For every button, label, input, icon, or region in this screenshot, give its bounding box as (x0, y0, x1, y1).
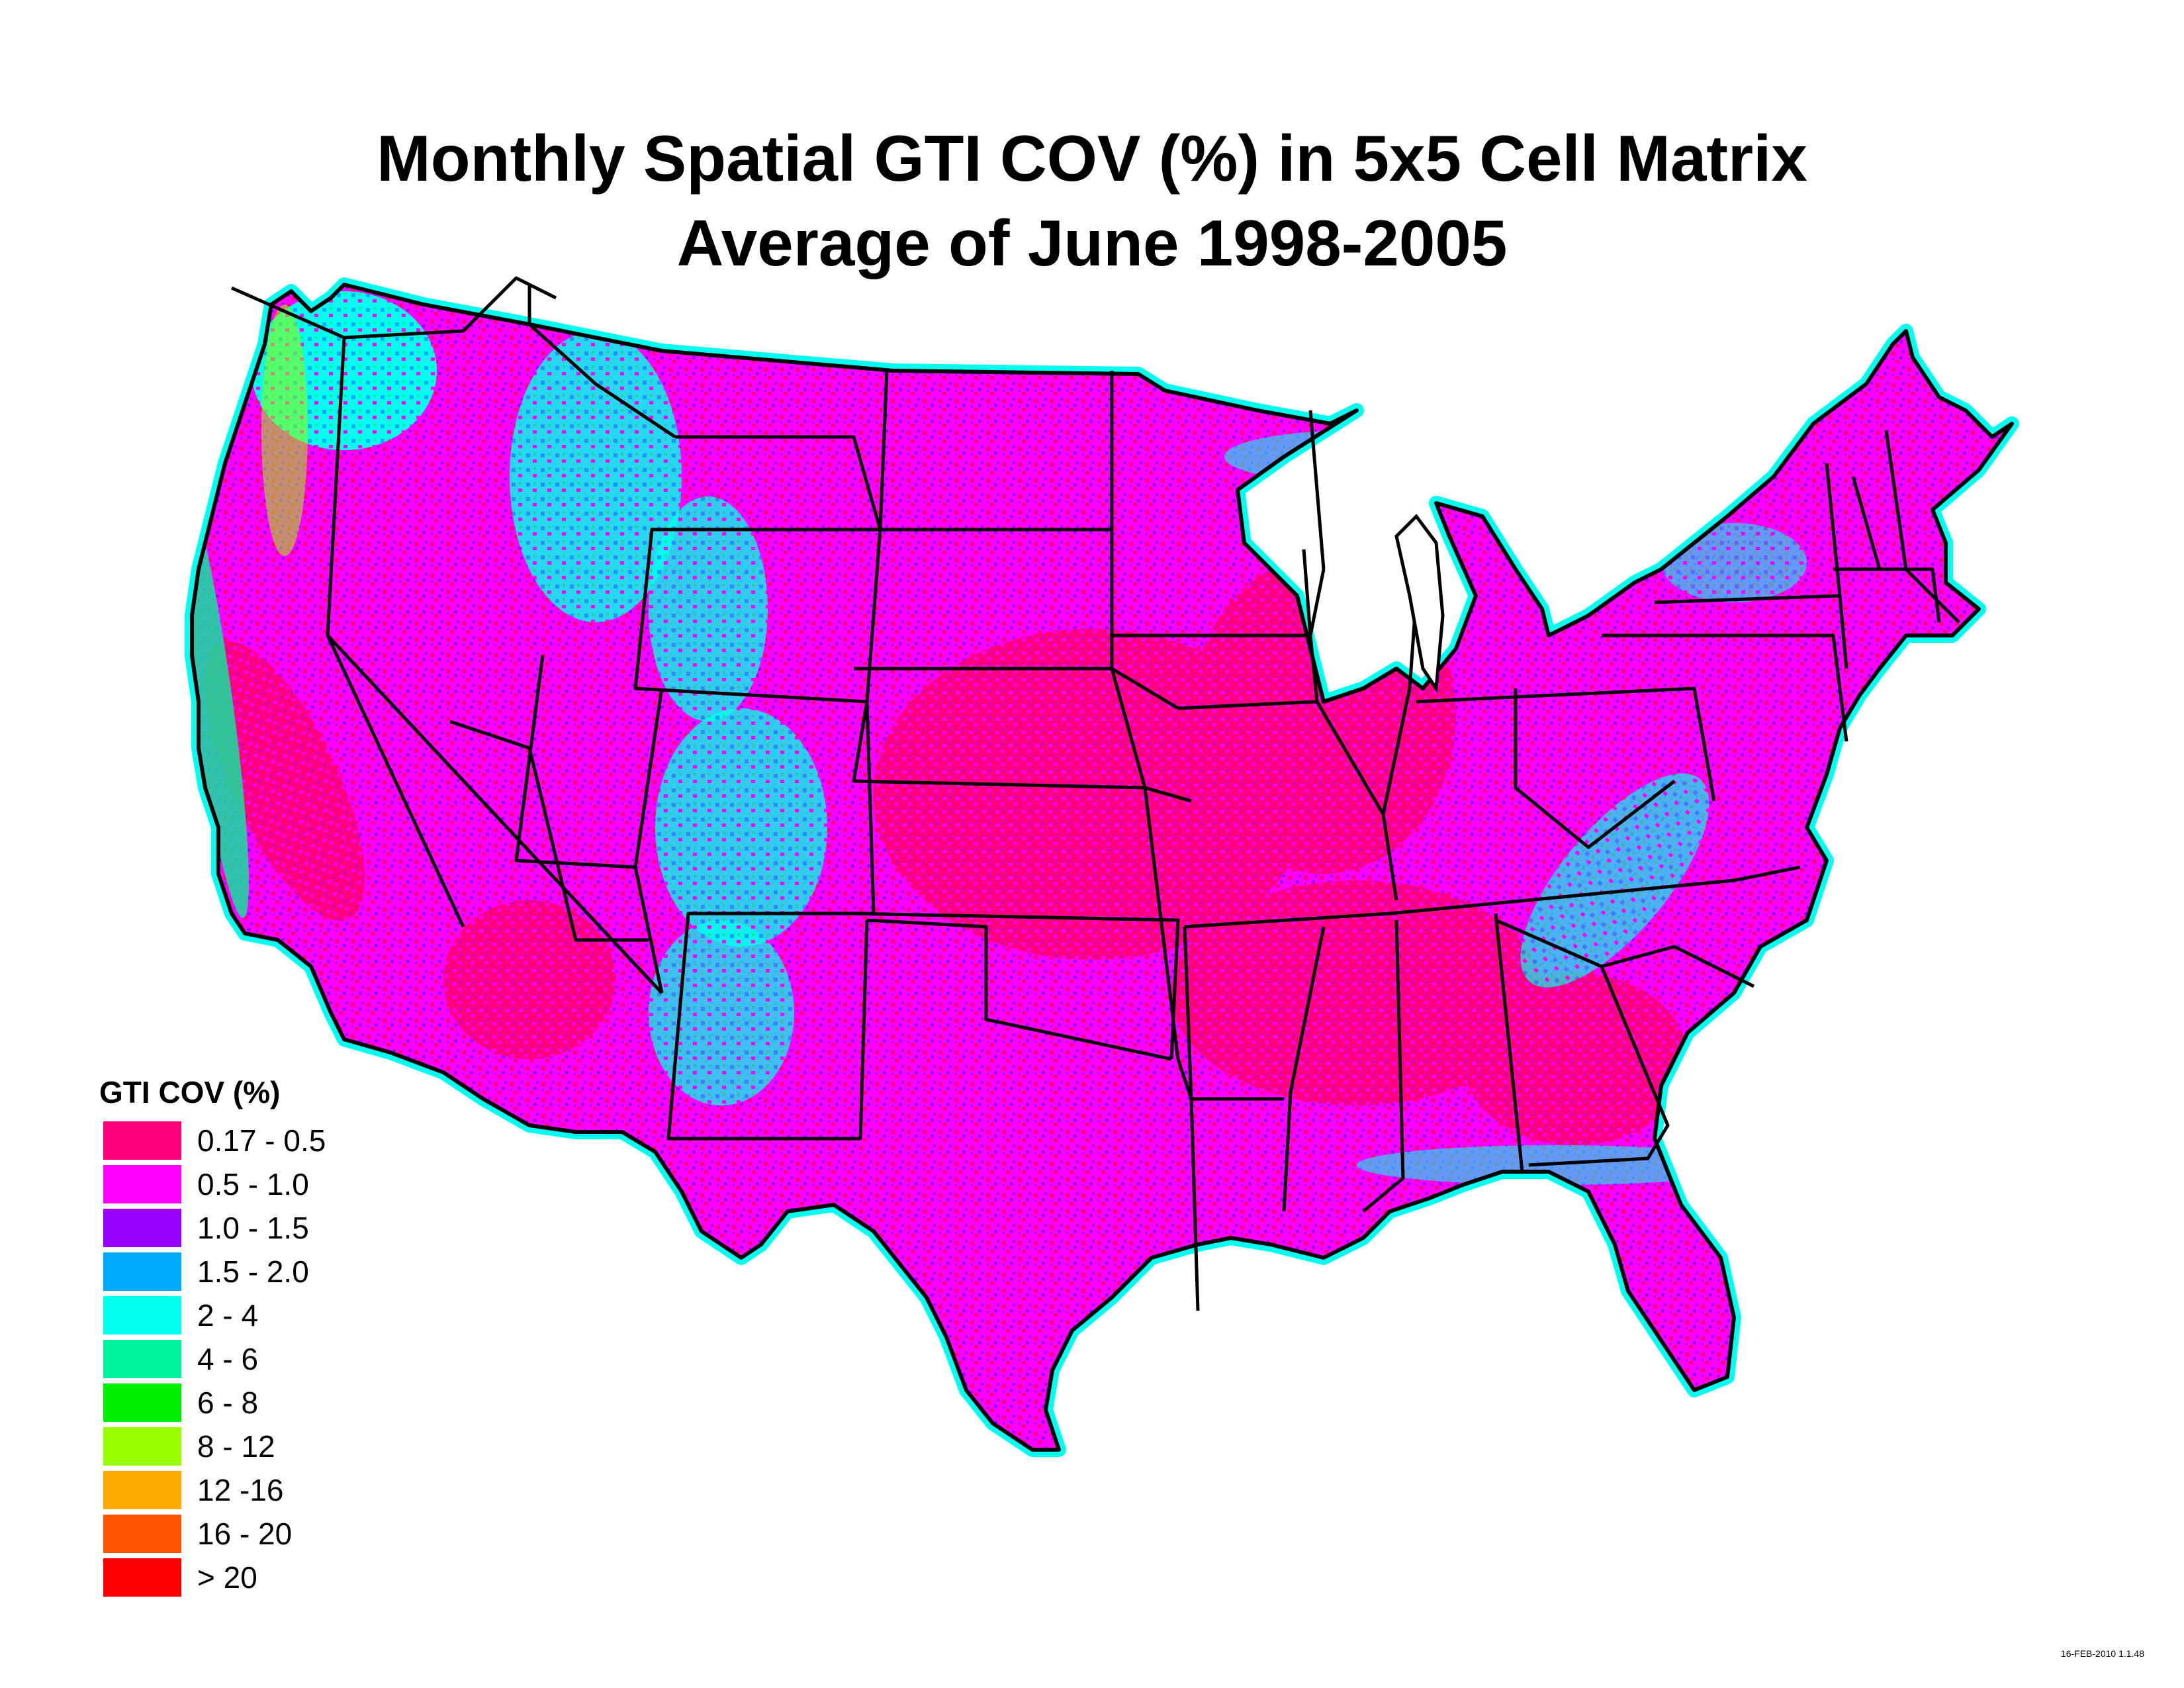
legend-items: 0.17 - 0.5 0.5 - 1.0 1.0 - 1.5 1.5 - 2.0 2 -… (99, 1119, 443, 1599)
lake-michigan (1394, 514, 1445, 694)
legend-label: 0.17 - 0.5 (197, 1123, 326, 1158)
low-cov-region-south (1171, 880, 1542, 1105)
legend-item: 6 - 8 (99, 1381, 443, 1425)
legend-label: 6 - 8 (197, 1385, 259, 1420)
legend-label: 1.5 - 2.0 (197, 1254, 309, 1289)
low-cov-region-arizona (443, 900, 615, 1059)
legend-item: 4 - 6 (99, 1337, 443, 1381)
high-cov-region-rockies-north (649, 496, 768, 722)
high-cov-region-appalachia (1520, 773, 1709, 988)
legend-item: 0.17 - 0.5 (99, 1119, 443, 1162)
great-lakes-outlines (1394, 514, 1445, 694)
legend-item: 8 - 12 (99, 1425, 443, 1468)
legend-item: 2 - 4 (99, 1293, 443, 1337)
high-cov-region-pacific-nw-coast (261, 305, 308, 556)
title-line-1: Monthly Spatial GTI COV (%) in 5x5 Cell … (377, 122, 1807, 195)
legend-item: > 20 (99, 1556, 443, 1599)
title-line-2: Average of June 1998-2005 (676, 207, 1508, 279)
legend-swatch (103, 1209, 181, 1247)
legend-label: 2 - 4 (197, 1298, 259, 1333)
legend-label: > 20 (197, 1560, 257, 1595)
legend-swatch (103, 1121, 181, 1160)
low-cov-region-southeast (1463, 973, 1688, 1145)
legend-swatch (103, 1383, 181, 1422)
state-borders (230, 276, 1960, 1311)
legend-swatch (103, 1296, 181, 1335)
legend-swatch (103, 1165, 181, 1203)
legend-label: 4 - 6 (197, 1342, 259, 1376)
legend-item: 0.5 - 1.0 (99, 1162, 443, 1206)
legend-label: 8 - 12 (197, 1429, 275, 1464)
legend-title: GTI COV (%) (99, 1075, 281, 1109)
legend-swatch (103, 1252, 181, 1291)
legend-item: 1.5 - 2.0 (99, 1250, 443, 1293)
legend: GTI COV (%) 0.17 - 0.5 0.5 - 1.0 1.0 - 1.5… (99, 1072, 443, 1599)
map-title: Monthly Spatial GTI COV (%) in 5x5 Cell … (0, 116, 2184, 285)
legend-swatch (103, 1427, 181, 1466)
us-outline (190, 283, 2014, 1452)
legend-label: 16 - 20 (197, 1517, 293, 1551)
legend-item: 16 - 20 (99, 1512, 443, 1556)
legend-swatch (103, 1340, 181, 1378)
high-cov-region-new-mexico (649, 920, 794, 1105)
legend-label: 12 -16 (197, 1473, 284, 1507)
legend-item: 1.0 - 1.5 (99, 1206, 443, 1250)
timestamp: 16-FEB-2010 1.1.48 (2060, 1648, 2144, 1659)
low-cov-region-california (204, 641, 365, 921)
legend-label: 1.0 - 1.5 (197, 1211, 309, 1245)
legend-swatch (103, 1471, 181, 1509)
legend-swatch (103, 1558, 181, 1597)
high-cov-region-rockies-colorado (655, 708, 827, 947)
legend-item: 12 -16 (99, 1468, 443, 1512)
legend-swatch (103, 1515, 181, 1553)
legend-label: 0.5 - 1.0 (197, 1167, 309, 1201)
high-cov-region-idaho-montana (510, 331, 682, 622)
high-cov-region-new-york (1661, 523, 1807, 602)
